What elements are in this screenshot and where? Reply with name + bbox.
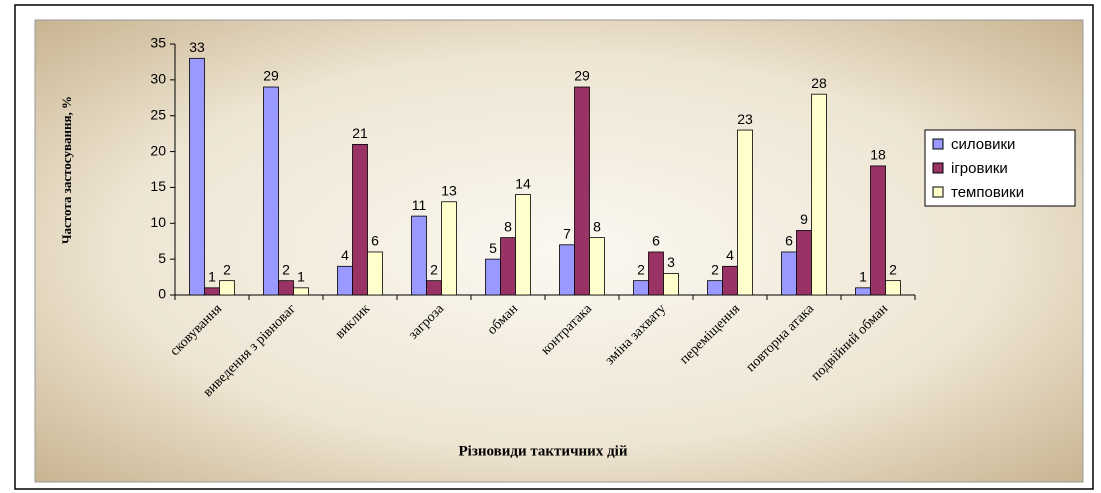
data-label: 2 [889, 261, 897, 277]
legend-label: силовики [951, 136, 1015, 153]
bar [485, 258, 501, 296]
y-tick-label: 0 [158, 286, 166, 302]
data-label: 28 [811, 75, 827, 91]
data-label: 7 [563, 226, 571, 242]
data-label: 1 [297, 269, 305, 285]
bar [855, 287, 871, 296]
bar [204, 287, 220, 296]
bar [885, 280, 901, 296]
bar [367, 251, 383, 296]
bar [411, 215, 427, 296]
bar [870, 165, 886, 296]
y-tick-label: 10 [150, 214, 166, 230]
data-label: 29 [263, 68, 279, 84]
bar [337, 265, 353, 296]
data-label: 13 [441, 182, 457, 198]
bar [278, 280, 294, 296]
data-label: 14 [515, 175, 531, 191]
bar [293, 287, 309, 296]
data-label: 6 [785, 233, 793, 249]
y-tick-label: 35 [150, 35, 166, 51]
data-label: 2 [223, 261, 231, 277]
bar [648, 251, 664, 296]
data-label: 23 [737, 111, 753, 127]
data-label: 29 [574, 68, 590, 84]
data-label: 2 [637, 261, 645, 277]
bar [352, 143, 368, 296]
data-label: 9 [800, 211, 808, 227]
bar [663, 273, 679, 296]
bar [722, 265, 738, 296]
data-label: 4 [726, 247, 734, 263]
data-label: 33 [189, 39, 205, 55]
y-tick-label: 25 [150, 106, 166, 122]
data-label: 8 [593, 218, 601, 234]
legend-label: ігровики [951, 160, 1008, 177]
bar [219, 280, 235, 296]
data-label: 2 [430, 261, 438, 277]
data-label: 1 [208, 269, 216, 285]
legend-swatch [932, 162, 944, 174]
bar [559, 244, 575, 296]
bar [515, 194, 531, 296]
data-label: 2 [282, 261, 290, 277]
y-tick-label: 5 [158, 250, 166, 266]
y-axis-title: Частота застосування, % [59, 96, 74, 244]
data-label: 8 [504, 218, 512, 234]
y-tick-label: 30 [150, 71, 166, 87]
chart-area [34, 19, 1084, 483]
bar [189, 57, 205, 296]
bar [441, 201, 457, 296]
legend-swatch [932, 138, 944, 150]
data-label: 1 [859, 269, 867, 285]
y-tick-label: 15 [150, 178, 166, 194]
bar [574, 86, 590, 296]
bar [737, 129, 753, 296]
x-axis-title: Різновиди тактичних дій [459, 443, 628, 459]
data-label: 4 [341, 247, 349, 263]
bar [500, 237, 516, 296]
data-label: 11 [412, 197, 427, 213]
y-tick-label: 20 [150, 142, 166, 158]
legend-box [924, 129, 1076, 207]
legend-swatch [932, 186, 944, 198]
bar [263, 86, 279, 296]
bar [707, 280, 723, 296]
bar [426, 280, 442, 296]
bar [633, 280, 649, 296]
bar [781, 251, 797, 296]
data-label: 18 [870, 147, 886, 163]
data-label: 21 [352, 125, 368, 141]
bar [811, 93, 827, 296]
data-label: 6 [652, 233, 660, 249]
legend-label: темповики [951, 184, 1024, 201]
bar [589, 237, 605, 296]
data-label: 3 [667, 254, 675, 270]
data-label: 5 [489, 240, 497, 256]
bar [796, 230, 812, 296]
data-label: 2 [711, 261, 719, 277]
data-label: 6 [371, 233, 379, 249]
